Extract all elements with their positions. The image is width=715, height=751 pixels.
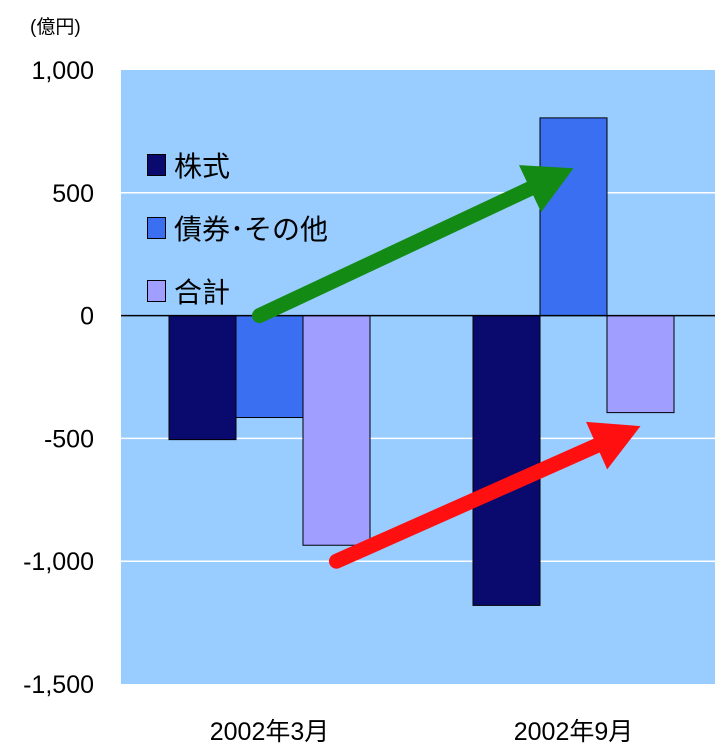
legend-item-bonds-other: 債券･その他: [147, 211, 328, 245]
y-axis-ticks: 1,000 500 0 -500 -1,000 -1,500: [23, 57, 94, 699]
legend-swatch-total: [147, 280, 166, 302]
trend-arrows: [252, 165, 641, 569]
trend-arrow-head: [519, 165, 574, 213]
y-tick-label: 1,000: [31, 57, 94, 85]
legend-label-stocks: 株式: [174, 151, 231, 182]
legend-swatch-bonds-other: [147, 217, 166, 239]
legend-label-total: 合計: [174, 277, 231, 308]
trend-arrow-shaft: [329, 438, 605, 569]
y-tick-label: 0: [80, 303, 94, 331]
y-axis-unit-label: (億円): [30, 17, 81, 38]
legend-label-bonds-other: 債券･その他: [174, 214, 329, 245]
x-tick-label: 2002年9月: [514, 718, 634, 746]
y-tick-label: -1,500: [23, 671, 94, 699]
y-tick-label: 500: [52, 180, 94, 208]
y-tick-label: -500: [44, 425, 94, 453]
x-tick-label: 2002年3月: [210, 718, 330, 746]
bar: [302, 315, 371, 546]
trend-arrow-head: [586, 421, 641, 470]
legend-item-stocks: 株式: [147, 148, 328, 182]
bar: [606, 315, 675, 414]
bar: [168, 315, 237, 441]
legend-item-total: 合計: [147, 274, 328, 308]
legend-swatch-stocks: [147, 154, 166, 176]
trend-arrow-shaft: [252, 181, 538, 324]
y-tick-label: -1,000: [23, 548, 94, 576]
bar: [539, 117, 608, 317]
legend: 株式 債券･その他 合計: [147, 148, 328, 337]
x-axis-ticks: 2002年3月 2002年9月: [210, 718, 634, 746]
bar: [472, 315, 541, 606]
